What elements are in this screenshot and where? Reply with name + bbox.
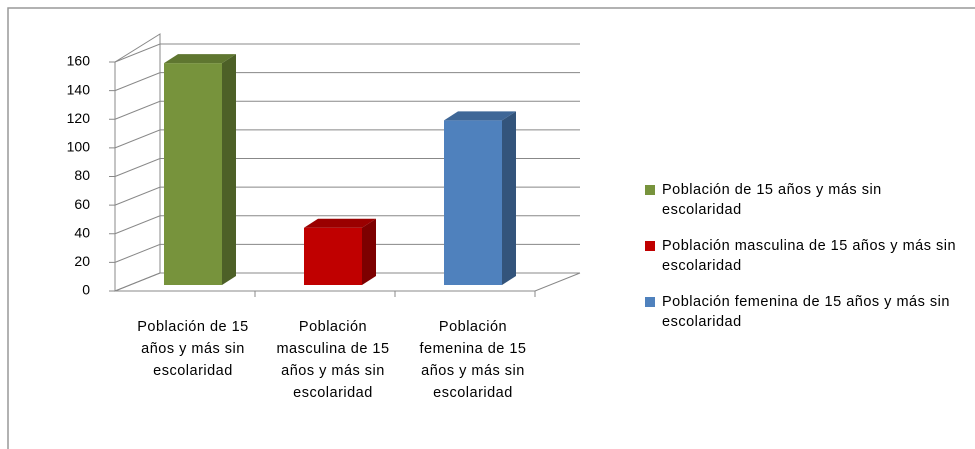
legend-label: Población femenina de 15 años y más sin … xyxy=(662,294,950,330)
bar-front xyxy=(164,63,222,285)
x-tick-label: Población femenina de 15 años y más sin … xyxy=(419,319,527,401)
y-tick-label: 80 xyxy=(74,167,90,183)
y-tick-label: 100 xyxy=(67,139,91,155)
bar-side xyxy=(362,218,376,285)
y-tick-label: 140 xyxy=(67,81,91,97)
legend-swatch xyxy=(645,297,655,307)
bar xyxy=(164,54,236,285)
grid-line xyxy=(114,129,580,149)
y-tick-label: 0 xyxy=(82,282,90,298)
grid-line xyxy=(114,158,580,177)
y-tick-label: 160 xyxy=(67,53,91,69)
grid-line xyxy=(114,43,580,63)
frame xyxy=(7,7,975,449)
y-tick-label: 40 xyxy=(74,224,90,240)
legend-swatch xyxy=(645,241,655,251)
bar xyxy=(444,111,516,285)
bar-top xyxy=(304,218,376,228)
grid-line xyxy=(114,215,580,235)
wall xyxy=(114,33,161,292)
legend-swatch xyxy=(645,185,655,195)
legend-label: Población de 15 años y más sin escolarid… xyxy=(662,182,882,218)
legend-label: Población masculina de 15 años y más sin… xyxy=(662,238,957,274)
grid-line xyxy=(114,72,580,92)
x-tick-label: Población masculina de 15 años y más sin… xyxy=(276,319,390,401)
grid-line xyxy=(114,243,580,263)
bar-side xyxy=(502,111,516,285)
bar-front xyxy=(304,227,362,285)
y-tick-label: 120 xyxy=(67,110,91,126)
y-tick-label: 20 xyxy=(74,253,90,269)
grid-line xyxy=(114,186,580,206)
bar-side xyxy=(222,54,236,285)
grid-line xyxy=(114,100,580,120)
bar xyxy=(304,218,376,285)
x-tick-label: Población de 15 años y más sin escolarid… xyxy=(137,319,249,379)
bar-top xyxy=(164,54,236,64)
y-tick-label: 60 xyxy=(74,196,90,212)
bar-top xyxy=(444,111,516,121)
grid-line xyxy=(114,272,580,292)
bar-front xyxy=(444,120,502,285)
